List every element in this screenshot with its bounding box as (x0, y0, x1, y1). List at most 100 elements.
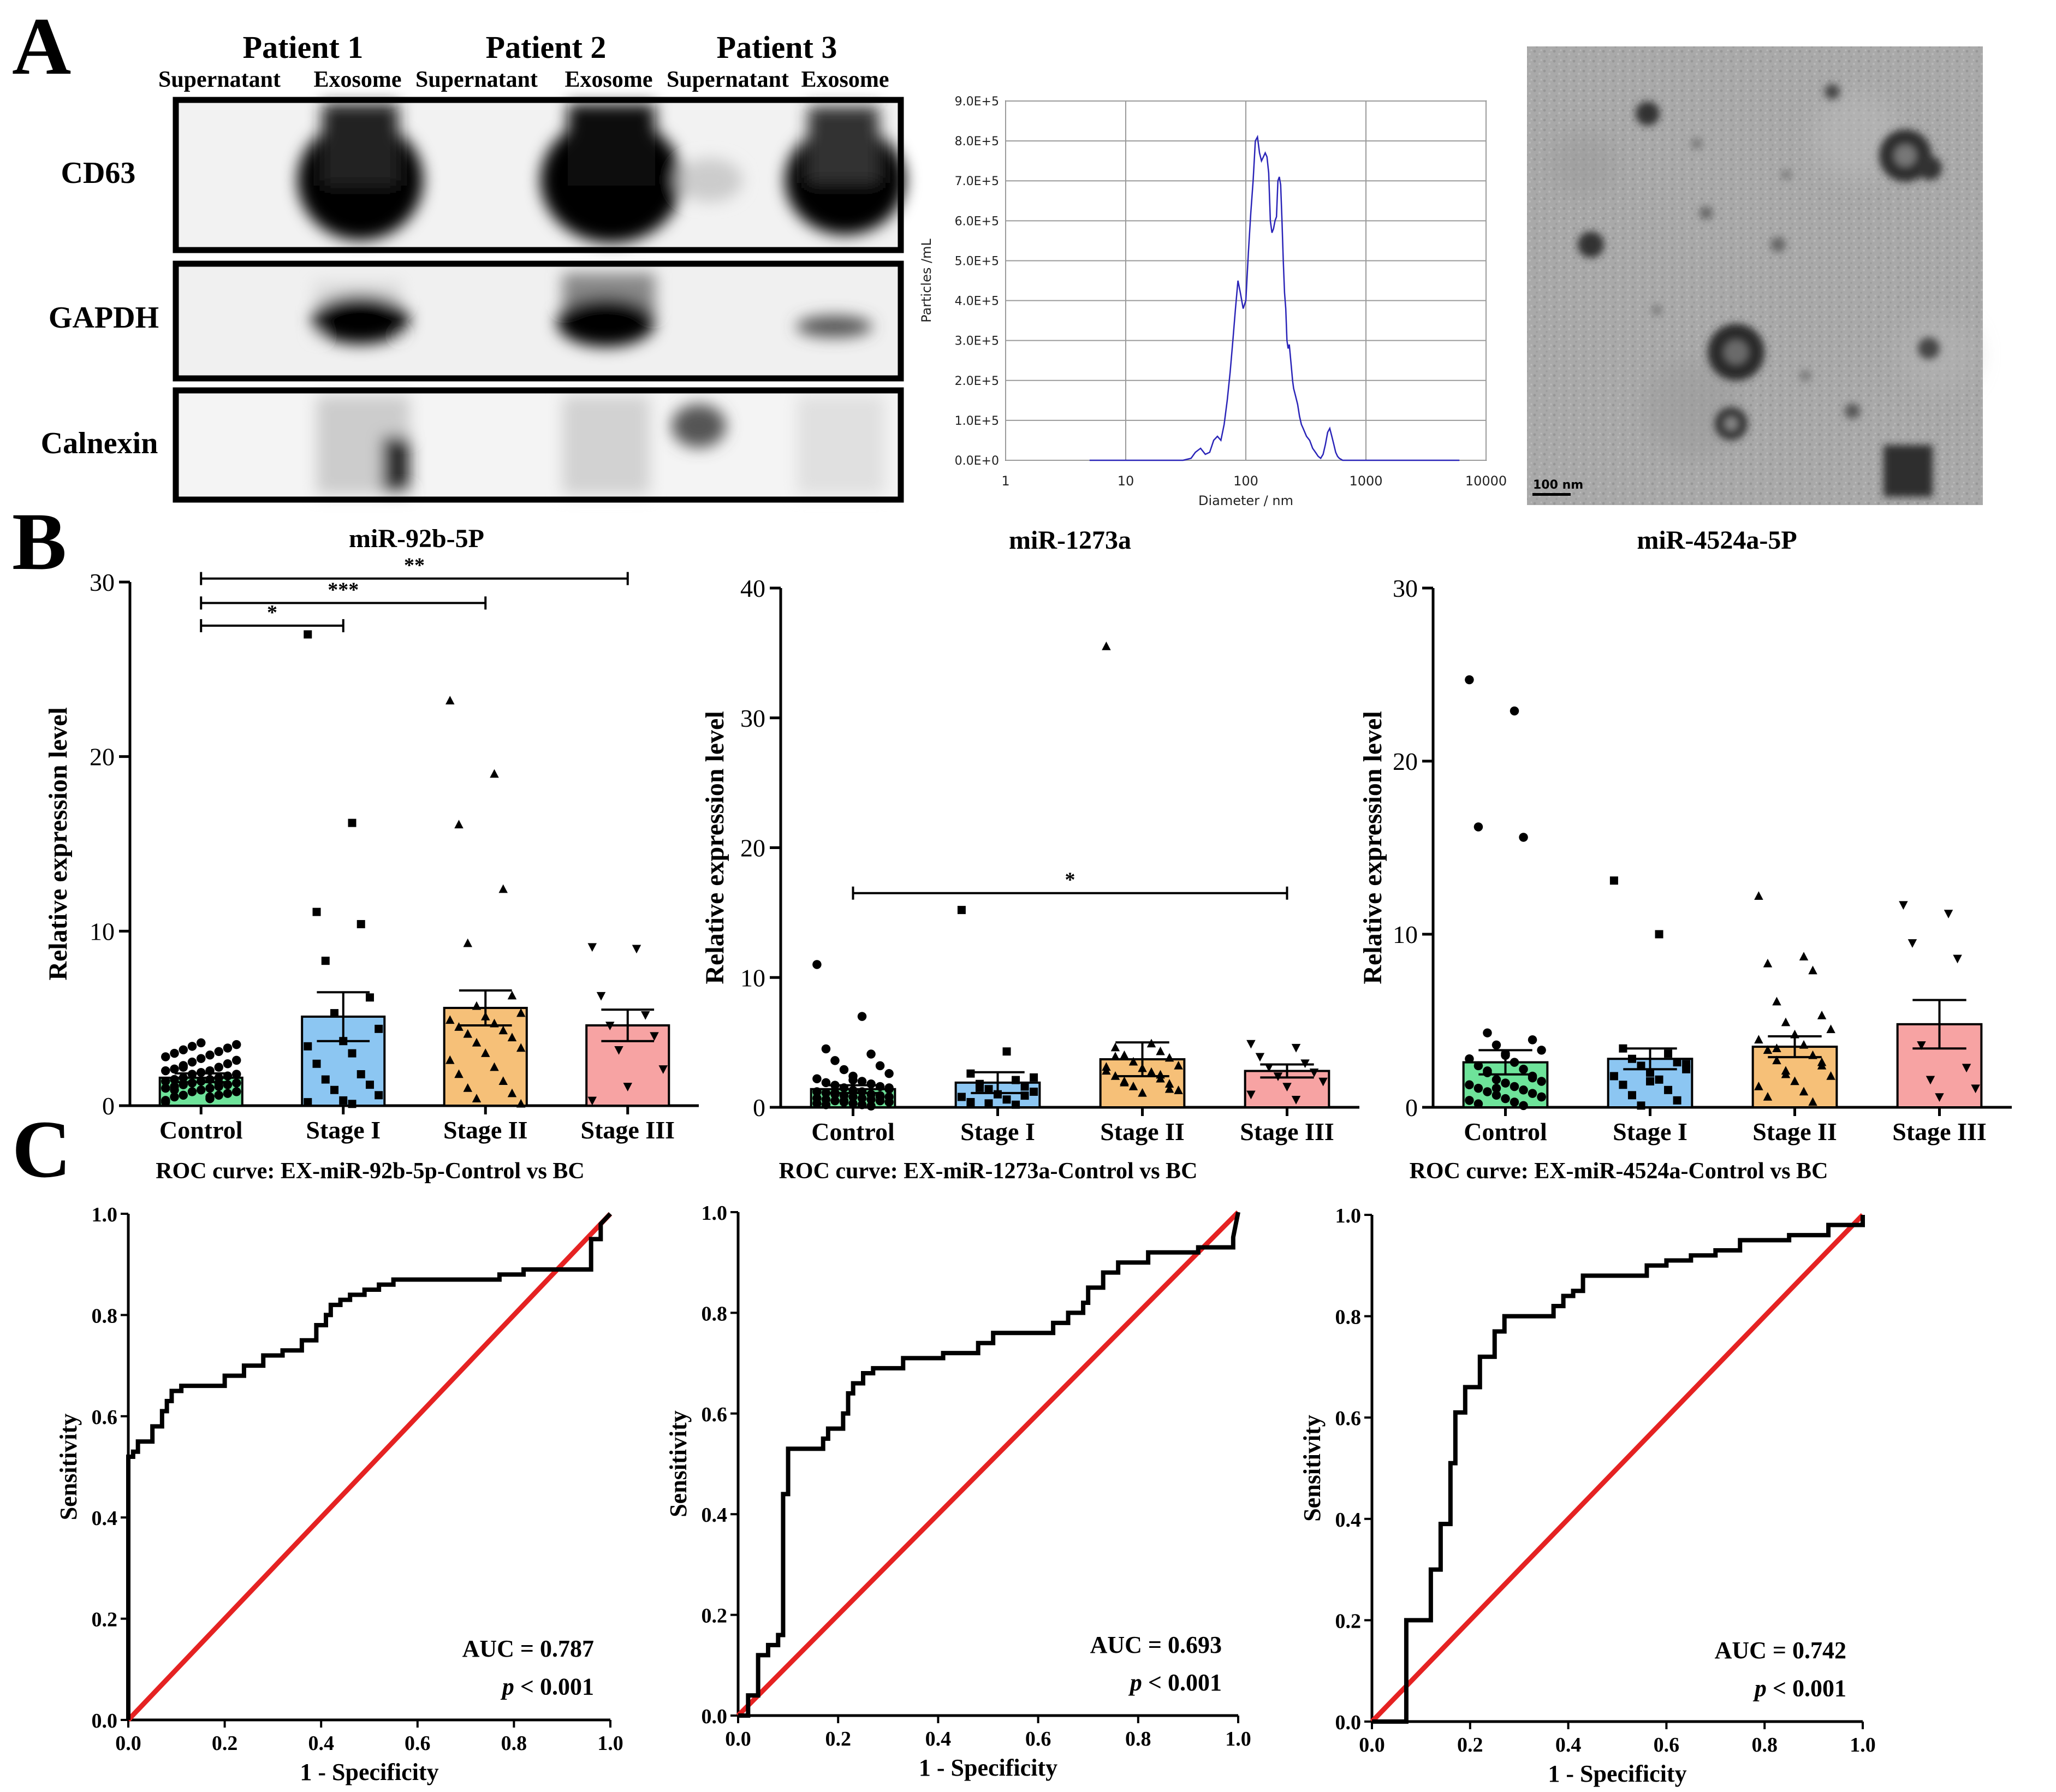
data-point (1673, 1096, 1681, 1105)
data-point (1619, 1081, 1627, 1089)
data-point (223, 1089, 233, 1098)
data-point (472, 1001, 482, 1010)
data-point (605, 1022, 615, 1030)
panel-letter-b: B (12, 496, 67, 587)
data-point (454, 1069, 464, 1078)
roc-auc-label: AUC = 0.742 (1715, 1637, 1846, 1664)
data-point (1609, 1072, 1618, 1081)
data-point (1637, 1101, 1645, 1110)
roc-y-tick-label: 0.6 (702, 1403, 728, 1426)
data-point (507, 1088, 517, 1097)
data-point (587, 943, 597, 952)
data-point (187, 1070, 197, 1079)
data-point (1492, 1040, 1501, 1050)
data-point (884, 1083, 894, 1093)
data-point (596, 992, 606, 1001)
data-point (812, 1087, 822, 1096)
data-point (516, 1008, 526, 1017)
data-point (330, 1009, 339, 1018)
data-point (1291, 1095, 1301, 1105)
nta-size-distribution-line (1089, 134, 1460, 461)
data-point (1664, 1085, 1673, 1094)
roc-x-tick-label: 0.0 (115, 1732, 141, 1755)
data-point (223, 1071, 233, 1081)
data-point (321, 957, 330, 965)
roc-curve (1372, 1215, 1865, 1724)
data-point (1146, 1067, 1156, 1076)
data-point (1501, 1094, 1510, 1103)
data-point (1763, 1045, 1773, 1054)
data-point (1164, 1084, 1174, 1093)
roc-y-tick-label: 1.0 (1335, 1204, 1362, 1227)
data-point (1138, 1088, 1147, 1097)
data-point (1808, 1050, 1817, 1059)
data-point (507, 990, 517, 1000)
data-point (1655, 930, 1663, 939)
data-point (161, 1097, 170, 1107)
bar-chart-mir-4524a-5p: miR-4524a-5P Relative expression level 0 10… (1358, 526, 2012, 1146)
roc-reference-line (1370, 1213, 1865, 1724)
data-point (821, 1044, 831, 1054)
data-point (1627, 1091, 1636, 1100)
data-point (587, 1096, 597, 1106)
data-point (957, 1093, 966, 1101)
data-point (1655, 1075, 1663, 1084)
data-point (875, 1061, 885, 1071)
data-point (966, 1069, 975, 1078)
bar-chart-category-label: Stage I (960, 1118, 1035, 1146)
data-point (1501, 1049, 1510, 1058)
data-point (632, 945, 641, 954)
data-point (1817, 1057, 1827, 1066)
roc-x-axis-label: 1 - Specificity (1548, 1760, 1686, 1787)
roc-x-axis-label: 1 - Specificity (919, 1754, 1057, 1781)
data-point (1020, 1082, 1029, 1091)
lane-label-5: Supernatant (667, 67, 789, 92)
data-point (516, 1043, 526, 1052)
data-point (197, 1076, 206, 1086)
data-point (1318, 1077, 1328, 1087)
roc-y-tick-label: 0.8 (1335, 1306, 1362, 1329)
roc-y-tick-label: 0.4 (1335, 1509, 1362, 1532)
data-point (179, 1073, 188, 1083)
data-point (161, 1076, 170, 1086)
data-point (339, 1037, 348, 1046)
roc-chart-mir-4524a: ROC curve: EX-miR-4524a-Control vs BC 0.0… (1299, 1159, 1876, 1787)
data-point (1309, 1069, 1319, 1077)
roc-y-tick-label: 0.2 (702, 1605, 728, 1628)
data-point (214, 1063, 223, 1072)
data-point (179, 1090, 188, 1100)
data-point (1492, 1090, 1501, 1100)
data-point (857, 1012, 867, 1021)
data-point (1790, 1029, 1799, 1039)
data-point (1772, 1043, 1781, 1052)
data-point (161, 1052, 170, 1061)
data-point (304, 630, 312, 639)
data-point (1754, 1035, 1763, 1044)
data-point (312, 907, 321, 916)
nta-x-axis-label: Diameter / nm (1198, 493, 1293, 508)
roc-y-tick-label: 0.0 (1335, 1711, 1362, 1734)
lane-label-2: Exosome (314, 67, 402, 92)
roc-x-tick-label: 0.4 (925, 1728, 952, 1751)
bar-chart-y-axis-label: Relative expression level (44, 707, 73, 980)
data-point (1483, 1066, 1492, 1076)
bar-chart-y-tick-label: 10 (740, 964, 765, 992)
data-point (1291, 1043, 1301, 1053)
data-point (1627, 1054, 1636, 1063)
bar-chart-category-label: Stage II (443, 1116, 528, 1144)
data-point (1953, 954, 1962, 964)
data-point (1935, 1093, 1944, 1102)
data-point (821, 1078, 831, 1088)
data-point (214, 1078, 223, 1088)
data-point (1528, 1035, 1537, 1045)
data-point (1246, 1040, 1256, 1049)
patient-3-label: Patient 3 (717, 29, 837, 65)
data-point (884, 1069, 894, 1078)
data-point (231, 1040, 241, 1049)
roc-title: ROC curve: EX-miR-92b-5p-Control vs BC (156, 1159, 585, 1184)
data-point (1282, 1083, 1292, 1091)
data-point (348, 1100, 356, 1108)
data-point (1020, 1091, 1029, 1100)
data-point (1971, 1084, 1980, 1094)
